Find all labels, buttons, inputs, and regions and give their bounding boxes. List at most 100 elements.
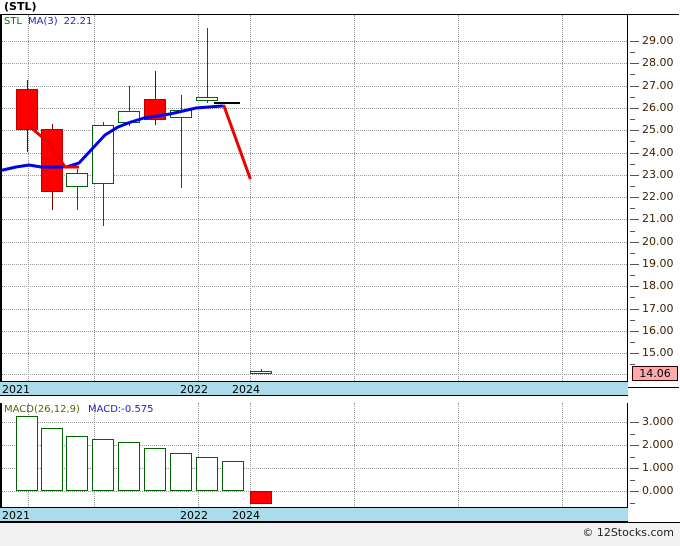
time-gridline [250, 403, 251, 507]
macd-tick-mark-minor [630, 456, 635, 458]
price-gridline [2, 219, 627, 221]
price-tick-mark-minor [630, 364, 635, 366]
macd-tick-mark [630, 422, 639, 423]
candle-body [118, 111, 140, 124]
macd-legend-label: MACD(26,12,9) [4, 404, 80, 415]
price-tick-mark-minor [630, 252, 635, 254]
candle-body [170, 110, 192, 118]
candle-body [41, 129, 63, 192]
macd-gridline [2, 491, 627, 492]
price-tick-label: 20.00 [642, 234, 674, 248]
price-tick-mark-minor [630, 141, 635, 143]
price-tick-label: 26.00 [642, 100, 674, 114]
price-gridline [2, 197, 627, 199]
macd-axis: 3.000 2.000 1.000 0.000 [628, 403, 680, 507]
price-gridline [2, 107, 627, 109]
macd-histogram-bar[interactable] [92, 439, 114, 491]
price-tick-mark [630, 308, 639, 310]
price-gridline [2, 152, 627, 154]
price-tick-mark [630, 63, 639, 65]
price-gridline [2, 308, 627, 310]
macd-tick-mark [630, 445, 639, 446]
candle-wick [77, 169, 78, 211]
price-tick-label: 25.00 [642, 123, 674, 137]
legend-ma-value: 22.21 [63, 16, 93, 27]
macd-tick-mark [630, 468, 639, 469]
price-axis: 29.00 28.00 27.00 26.00 25.00 24.00 23.00 22.00… [628, 15, 680, 387]
price-tick-mark-minor [630, 275, 635, 277]
macd-histogram-bar[interactable] [16, 416, 38, 491]
price-tick-mark [630, 152, 639, 154]
price-legend: STL MA(3) 22.21 [4, 16, 92, 28]
time-tick-label: 2024 [232, 509, 260, 522]
price-tick-label: 15.00 [642, 346, 674, 360]
price-tick-mark-minor [630, 52, 635, 54]
candle-body [66, 172, 88, 188]
price-tick-label: 29.00 [642, 34, 674, 47]
macd-tick-label: 0.000 [642, 484, 674, 497]
time-gridline [562, 15, 563, 387]
time-gridline [198, 403, 199, 507]
time-tick-label: 2024 [232, 383, 260, 396]
price-plot-area[interactable] [0, 15, 628, 387]
macd-plot-area[interactable] [0, 403, 628, 507]
price-tick-mark-minor [630, 96, 635, 98]
time-gridline [28, 15, 29, 387]
time-gridline [198, 15, 199, 387]
time-gridline [458, 403, 459, 507]
footer-divider [0, 522, 680, 523]
macd-histogram-bar[interactable] [144, 448, 166, 491]
macd-tick-label: 3.000 [642, 415, 674, 428]
macd-histogram-bar[interactable] [250, 491, 272, 505]
price-gridline [2, 286, 627, 288]
time-tick-label: 2022 [180, 509, 208, 522]
price-tick-mark [630, 219, 639, 221]
price-tick-mark-minor [630, 297, 635, 299]
price-gridline [2, 63, 627, 65]
price-tick-mark-minor [630, 230, 635, 232]
last-price-gridline [2, 374, 627, 376]
candle-wick [181, 94, 182, 189]
macd-gridline [2, 445, 627, 446]
candle-body [144, 98, 166, 121]
price-tick-mark-minor [630, 208, 635, 210]
credit-label: © 12Stocks.com [582, 526, 674, 539]
price-tick-label: 17.00 [642, 301, 674, 315]
price-tick-mark [630, 286, 639, 288]
price-tick-mark [630, 107, 639, 109]
time-axis-price[interactable]: 2021 2022 2024 [0, 381, 628, 396]
price-tick-mark [630, 41, 639, 42]
macd-legend: MACD(26,12,9) MACD:-0.575 [4, 404, 154, 416]
macd-tick-label: 1.000 [642, 461, 674, 474]
macd-histogram-bar[interactable] [41, 428, 63, 491]
macd-histogram-bar[interactable] [222, 461, 244, 491]
macd-histogram-bar[interactable] [170, 452, 192, 491]
price-tick-mark-minor [630, 319, 635, 321]
time-gridline [354, 403, 355, 507]
candle-body [16, 88, 38, 131]
price-tick-label: 22.00 [642, 190, 674, 204]
price-tick-label: 24.00 [642, 145, 674, 159]
price-tick-label: 21.00 [642, 212, 674, 226]
price-tick-mark-minor [630, 342, 635, 344]
price-tick-mark [630, 197, 639, 199]
time-axis-macd[interactable]: 2021 2022 2024 [0, 507, 628, 522]
price-tick-mark-minor [630, 74, 635, 76]
macd-tick-mark-minor [630, 479, 635, 481]
macd-histogram-bar[interactable] [66, 435, 88, 491]
macd-tick-label: 2.000 [642, 438, 674, 451]
price-tick-mark [630, 85, 639, 87]
candle-body [196, 96, 218, 102]
time-gridline [562, 403, 563, 507]
time-gridline [458, 15, 459, 387]
footer: © 12Stocks.com [0, 523, 680, 546]
price-tick-mark [630, 130, 639, 132]
macd-histogram-bar[interactable] [196, 456, 218, 491]
time-tick-label: 2021 [2, 509, 30, 522]
macd-histogram-bar[interactable] [118, 441, 140, 491]
candle-body [250, 371, 272, 375]
time-gridline [250, 15, 251, 387]
macd-tick-mark [630, 491, 639, 492]
price-tick-mark-minor [630, 185, 635, 187]
